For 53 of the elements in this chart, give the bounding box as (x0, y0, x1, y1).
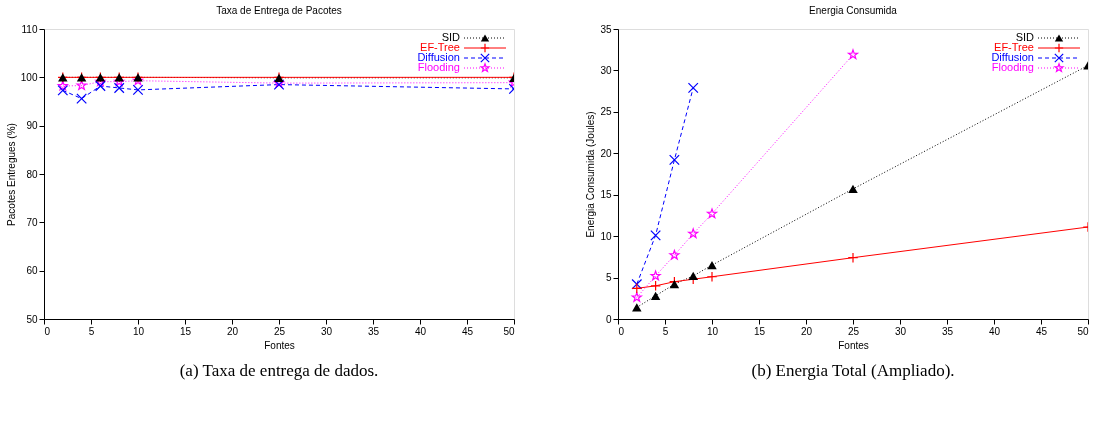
legend-label: EF-Tree (994, 41, 1034, 53)
x-tick-label: 5 (662, 325, 669, 337)
x-tick-label: 40 (988, 325, 1001, 337)
x-tick-label: 25 (273, 325, 286, 337)
x-tick-label: 30 (320, 325, 333, 337)
x-tick-label: 0 (44, 325, 51, 337)
y-tick-label: 10 (600, 230, 612, 242)
x-tick-label: 15 (753, 325, 766, 337)
x-tick-label: 30 (894, 325, 907, 337)
x-tick-label: 50 (1077, 325, 1089, 337)
x-tick-label: 15 (179, 325, 192, 337)
y-tick-label: 80 (26, 168, 38, 180)
x-tick-label: 20 (800, 325, 813, 337)
y-tick-label: 25 (600, 106, 612, 118)
legend-label: Flooding (991, 61, 1034, 73)
x-tick-label: 35 (367, 325, 380, 337)
x-tick-label: 35 (941, 325, 954, 337)
y-axis-title: Energia Consumida (Joules) (585, 111, 597, 238)
x-axis-title: Fontes (264, 339, 295, 351)
x-tick-label: 45 (461, 325, 474, 337)
chart-title: Taxa de Entrega de Pacotes (216, 5, 342, 16)
y-tick-label: 5 (605, 272, 612, 284)
x-tick-label: 10 (132, 325, 145, 337)
y-tick-label: 60 (26, 265, 38, 277)
x-tick-label: 0 (618, 325, 625, 337)
legend-label: Flooding (417, 61, 460, 73)
x-tick-label: 25 (847, 325, 860, 337)
x-tick-label: 50 (503, 325, 515, 337)
x-tick-label: 5 (88, 325, 95, 337)
y-tick-label: 110 (21, 23, 38, 35)
y-tick-label: 30 (600, 64, 612, 76)
legend-label: EF-Tree (420, 41, 460, 53)
y-tick-label: 0 (605, 313, 612, 325)
x-axis-title: Fontes (838, 339, 869, 351)
legend-label: SID (441, 31, 461, 43)
legend-label: SID (1015, 31, 1035, 43)
chart-title: Energia Consumida (809, 5, 898, 16)
legend-label: Diffusion (991, 51, 1034, 63)
y-tick-label: 20 (600, 147, 612, 159)
y-tick-label: 15 (600, 189, 612, 201)
y-axis-title: Pacotes Entregues (%) (5, 123, 17, 226)
y-tick-label: 90 (26, 120, 38, 132)
text: (a) Taxa de entrega de dados. (179, 361, 379, 380)
x-tick-label: 10 (706, 325, 719, 337)
x-tick-label: 20 (226, 325, 239, 337)
x-tick-label: 45 (1035, 325, 1048, 337)
legend-label: Diffusion (417, 51, 460, 63)
text: (b) Energia Total (Ampliado). (751, 361, 955, 380)
y-tick-label: 50 (26, 313, 38, 325)
y-tick-label: 35 (600, 23, 612, 35)
y-tick-label: 100 (20, 71, 38, 83)
x-tick-label: 40 (414, 325, 427, 337)
y-tick-label: 70 (26, 216, 38, 228)
